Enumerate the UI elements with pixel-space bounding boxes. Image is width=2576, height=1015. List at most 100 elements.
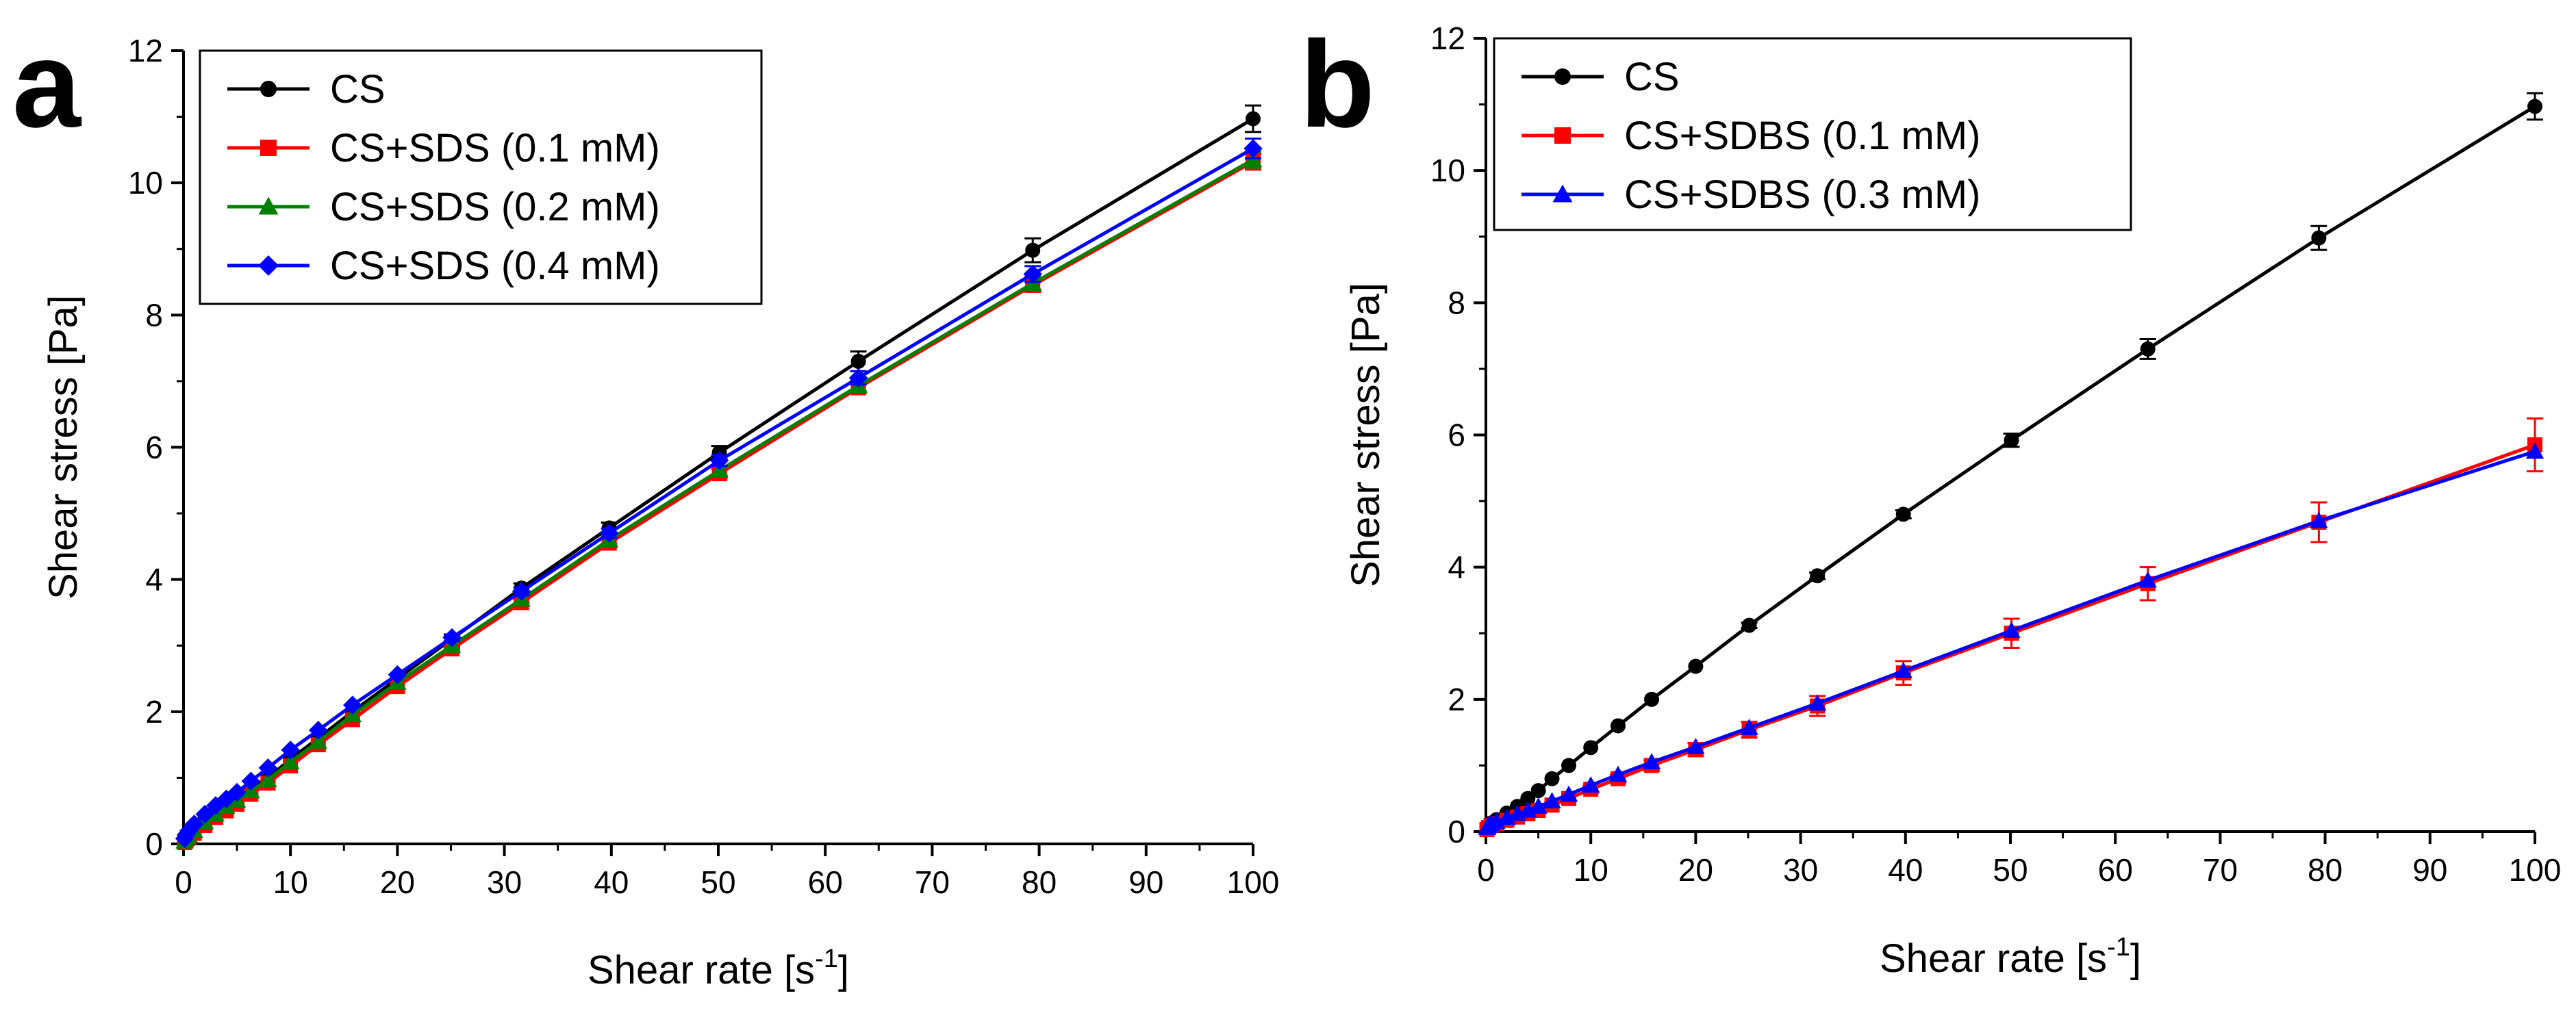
y-tick-label: 4 bbox=[1448, 550, 1465, 585]
legend-marker bbox=[1554, 127, 1571, 144]
data-point bbox=[1246, 111, 1261, 127]
data-point bbox=[2311, 230, 2327, 246]
data-point bbox=[709, 451, 729, 470]
data-point bbox=[2138, 571, 2157, 588]
x-tick-label: 30 bbox=[1783, 852, 1818, 888]
data-point bbox=[848, 368, 868, 387]
x-axis-label: Shear rate [s-1] bbox=[1880, 933, 2141, 981]
x-tick-label: 10 bbox=[1574, 852, 1608, 888]
x-tick-label: 30 bbox=[487, 864, 522, 900]
data-point bbox=[2310, 511, 2328, 528]
data-point bbox=[1543, 792, 1561, 809]
data-point bbox=[442, 628, 462, 647]
data-point bbox=[388, 665, 407, 684]
data-point bbox=[1611, 718, 1626, 734]
data-point bbox=[1741, 617, 1757, 633]
data-point bbox=[2527, 99, 2542, 114]
data-point bbox=[184, 814, 204, 834]
series-cs-sdbs-0-3-mm- bbox=[1478, 442, 2545, 835]
legend-marker bbox=[258, 255, 279, 276]
data-point bbox=[1520, 791, 1536, 806]
legend-marker bbox=[258, 196, 279, 215]
y-tick-label: 12 bbox=[1430, 21, 1465, 56]
data-point bbox=[1530, 783, 1546, 799]
data-point bbox=[281, 741, 300, 760]
x-axis-label: Shear rate [s-1] bbox=[588, 945, 849, 992]
legend-marker bbox=[1554, 68, 1571, 85]
legend-marker bbox=[260, 140, 277, 156]
y-tick-label: 2 bbox=[1448, 682, 1465, 717]
data-point bbox=[1561, 758, 1577, 773]
x-tick-label: 70 bbox=[915, 864, 950, 900]
legend-label: CS+SDS (0.2 mM) bbox=[330, 185, 660, 229]
x-tick-label: 50 bbox=[1993, 852, 2028, 888]
y-tick-label: 12 bbox=[128, 33, 163, 68]
data-point bbox=[258, 758, 278, 778]
x-tick-label: 60 bbox=[808, 864, 843, 900]
x-tick-label: 40 bbox=[594, 864, 629, 900]
data-point bbox=[2004, 433, 2019, 448]
data-point bbox=[1808, 694, 1827, 711]
x-tick-label: 50 bbox=[700, 864, 735, 900]
data-point bbox=[850, 353, 866, 369]
legend: CS CS+SDS (0.1 mM) CS+SDS (0.2 mM) CS+SDS (… bbox=[199, 49, 763, 305]
y-tick-label: 2 bbox=[145, 694, 163, 730]
legend-label: CS bbox=[330, 67, 386, 112]
data-point bbox=[1644, 691, 1660, 707]
x-tick-label: 0 bbox=[1477, 852, 1495, 888]
x-tick-label: 80 bbox=[2308, 852, 2343, 888]
data-point bbox=[309, 732, 328, 749]
x-tick-label: 100 bbox=[2509, 852, 2562, 888]
data-point bbox=[241, 771, 261, 791]
data-point bbox=[1243, 139, 1263, 158]
x-tick-label: 0 bbox=[175, 864, 192, 900]
y-tick-label: 8 bbox=[1448, 285, 1465, 320]
series-cs-sds-0-4-mm- bbox=[175, 137, 1263, 849]
y-axis-label: Shear stress [Pa] bbox=[41, 295, 86, 600]
data-point bbox=[1025, 242, 1041, 258]
data-point bbox=[1544, 771, 1560, 786]
data-point bbox=[281, 753, 300, 769]
legend-box bbox=[199, 49, 763, 305]
y-tick-label: 10 bbox=[128, 165, 163, 201]
x-tick-label: 90 bbox=[1128, 864, 1163, 900]
data-point bbox=[2525, 442, 2545, 459]
legend-label: CS+SDS (0.4 mM) bbox=[330, 244, 660, 288]
panel-letter-a: a bbox=[12, 16, 82, 153]
data-point bbox=[1740, 719, 1758, 735]
data-point bbox=[1529, 797, 1548, 814]
legend-marker bbox=[260, 81, 277, 97]
data-point bbox=[343, 695, 362, 715]
legend-label: CS bbox=[1624, 55, 1680, 99]
x-tick-label: 100 bbox=[1227, 864, 1280, 900]
legend-label: CS+SDBS (0.1 mM) bbox=[1624, 114, 1981, 158]
legend: CS CS+SDBS (0.1 mM) CS+SDBS (0.3 mM) bbox=[1493, 37, 2132, 231]
y-tick-label: 6 bbox=[145, 430, 163, 465]
x-tick-label: 80 bbox=[1022, 864, 1057, 900]
data-point bbox=[1642, 753, 1661, 770]
panel-letter-b: b bbox=[1300, 16, 1375, 153]
legend-label: CS+SDBS (0.3 mM) bbox=[1624, 172, 1981, 217]
legend-label: CS+SDS (0.1 mM) bbox=[330, 126, 660, 170]
x-tick-label: 90 bbox=[2412, 852, 2447, 888]
data-point bbox=[2140, 341, 2156, 357]
y-tick-label: 4 bbox=[145, 562, 163, 598]
data-point bbox=[1688, 658, 1704, 674]
chart-panel-a: a 0 10 20 30 40 50 60 70 80 90 100 0 2 4 6 8 10 12 Shear ra… bbox=[12, 16, 1279, 992]
data-point bbox=[195, 804, 214, 824]
data-point bbox=[309, 721, 328, 740]
data-point bbox=[512, 582, 531, 601]
data-point bbox=[227, 782, 247, 802]
x-tick-label: 70 bbox=[2203, 852, 2238, 888]
x-tick-label: 20 bbox=[380, 864, 415, 900]
data-point bbox=[1582, 776, 1600, 793]
y-tick-label: 6 bbox=[1448, 417, 1465, 453]
x-tick-label: 20 bbox=[1678, 852, 1713, 888]
y-tick-label: 0 bbox=[1448, 814, 1465, 849]
data-point bbox=[259, 771, 277, 787]
data-point bbox=[1810, 568, 1826, 584]
data-point bbox=[1608, 765, 1628, 782]
x-tick-label: 10 bbox=[273, 864, 308, 900]
y-tick-label: 8 bbox=[145, 297, 163, 333]
